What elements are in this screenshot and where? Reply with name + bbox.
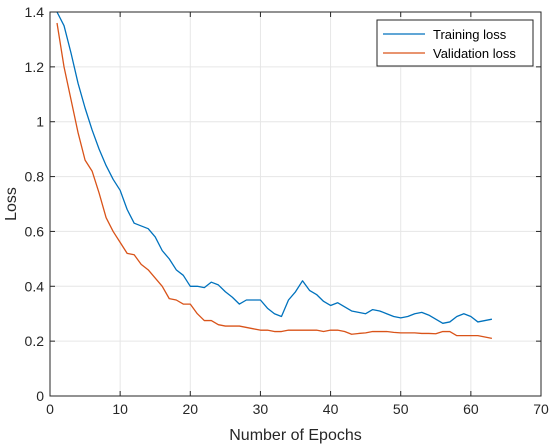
x-tick-label: 50 — [393, 401, 409, 417]
legend-label-validation: Validation loss — [433, 46, 516, 61]
y-tick-label: 0.2 — [25, 333, 45, 349]
x-tick-label: 60 — [463, 401, 479, 417]
legend-box — [376, 19, 534, 67]
x-tick-label: 20 — [182, 401, 198, 417]
y-tick-label: 1.2 — [25, 59, 45, 75]
x-tick-label: 10 — [112, 401, 128, 417]
legend: Training loss Validation loss — [376, 19, 534, 67]
x-tick-label: 40 — [323, 401, 339, 417]
series-line-validation — [56, 22, 493, 340]
y-tick-label: 0 — [36, 388, 44, 404]
x-tick-label: 0 — [46, 401, 54, 417]
x-ticks: 0 10 20 30 40 50 60 70 — [46, 12, 549, 417]
y-ticks: 0 0.2 0.4 0.6 0.8 1 1.2 1.4 — [25, 4, 541, 404]
series-line-training — [56, 11, 493, 324]
axes-box — [49, 11, 542, 397]
legend-label-training: Training loss — [433, 27, 507, 42]
x-tick-label: 70 — [533, 401, 549, 417]
y-axis-label: Loss — [3, 187, 20, 221]
y-tick-label: 0.6 — [25, 223, 45, 239]
y-tick-label: 1.4 — [25, 4, 45, 20]
y-tick-label: 1 — [36, 114, 44, 130]
x-tick-label: 30 — [253, 401, 269, 417]
series-lines — [56, 11, 493, 340]
y-tick-label: 0.4 — [25, 278, 45, 294]
y-tick-label: 0.8 — [25, 169, 45, 185]
grid — [50, 12, 541, 396]
x-axis-label: Number of Epochs — [229, 427, 362, 444]
